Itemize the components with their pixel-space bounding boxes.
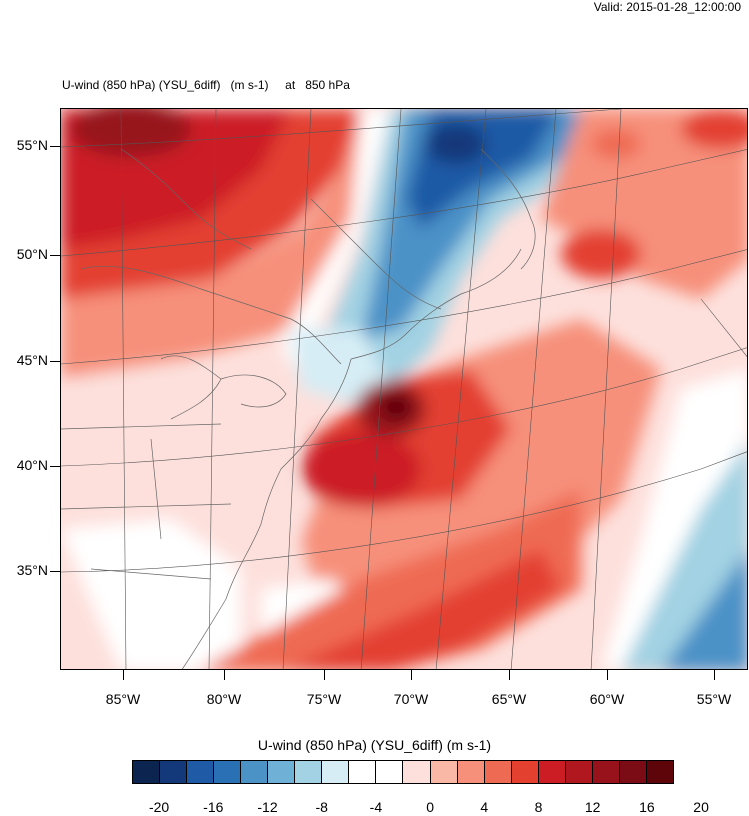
colorbar-swatch bbox=[430, 761, 458, 783]
lon-tick bbox=[324, 670, 325, 680]
colorbar-tick-label: 4 bbox=[480, 799, 489, 815]
field-northeast-cell-3 bbox=[591, 129, 641, 159]
newfoundland-coast bbox=[480, 148, 536, 270]
meridian-75 bbox=[282, 109, 312, 669]
st-lawrence bbox=[310, 198, 442, 310]
east-coast bbox=[181, 358, 352, 669]
meridian-80 bbox=[208, 109, 217, 669]
colorbar-swatch bbox=[322, 761, 350, 783]
colorbar-tick-label: -12 bbox=[257, 799, 278, 815]
field-near-zero-southwest bbox=[61, 519, 241, 669]
lat-tick bbox=[50, 361, 60, 362]
colorbar-swatch bbox=[565, 761, 593, 783]
colorbar-swatch bbox=[349, 761, 377, 783]
colorbar-swatch bbox=[295, 761, 323, 783]
maritimes-coast bbox=[350, 248, 522, 360]
parallel-55 bbox=[61, 109, 622, 148]
lon-label-85: 85°W bbox=[105, 691, 141, 707]
colorbar-swatch bbox=[160, 761, 188, 783]
plot-title: U-wind (850 hPa) (YSU_6diff) (m s-1) at … bbox=[62, 78, 350, 92]
colorbar-swatch bbox=[511, 761, 539, 783]
border-us-canada bbox=[80, 265, 342, 365]
lon-tick bbox=[714, 670, 715, 680]
field-cyclone-max bbox=[380, 394, 412, 420]
lon-tick bbox=[411, 670, 412, 680]
lat-label-40: 40°N bbox=[16, 457, 48, 473]
field-northeast-cell-2 bbox=[681, 109, 747, 149]
map-panel bbox=[60, 108, 748, 670]
field-cyclone-inner bbox=[301, 431, 421, 507]
lat-label-50: 50°N bbox=[16, 246, 48, 262]
valid-time: Valid: 2015-01-28_12:00:00 bbox=[593, 0, 741, 14]
lat-tick bbox=[50, 146, 60, 147]
lat-tick bbox=[50, 571, 60, 572]
meridian-60 bbox=[510, 109, 557, 669]
colorbar-swatch bbox=[592, 761, 620, 783]
lat-tick bbox=[50, 466, 60, 467]
lon-tick bbox=[224, 670, 225, 680]
lon-label-60: 60°W bbox=[589, 691, 625, 707]
colorbar-swatch bbox=[214, 761, 242, 783]
meridian-65 bbox=[435, 109, 487, 669]
field-northeast-westerly bbox=[541, 109, 747, 299]
colorbar-tick-label: 8 bbox=[534, 799, 543, 815]
meridian-70 bbox=[360, 109, 402, 669]
lat-label-45: 45°N bbox=[16, 352, 48, 368]
field-northeast-cell-1 bbox=[561, 229, 641, 279]
meridian-85 bbox=[120, 109, 127, 669]
colorbar-tick-label: -20 bbox=[148, 799, 170, 815]
lat-tick bbox=[50, 255, 60, 256]
colorbar-tick-label: -4 bbox=[369, 799, 383, 815]
field-zero-line-north bbox=[281, 109, 391, 369]
colorbar-swatch bbox=[457, 761, 485, 783]
colorbar-tick-label: 16 bbox=[639, 799, 655, 815]
colorbar-swatch bbox=[619, 761, 647, 783]
colorbar bbox=[132, 760, 674, 784]
colorbar-swatch bbox=[187, 761, 215, 783]
field-easterly-fringe bbox=[291, 329, 391, 409]
colorbar-title: U-wind (850 hPa) (YSU_6diff) (m s-1) bbox=[257, 737, 492, 753]
colorbar-swatch bbox=[646, 761, 673, 783]
lat-label-55: 55°N bbox=[16, 137, 48, 153]
parallel-35 bbox=[61, 451, 747, 573]
field-southern-belt-core bbox=[285, 549, 561, 669]
meridian-50 bbox=[700, 298, 747, 357]
colorbar-swatch bbox=[268, 761, 296, 783]
wind-field-map bbox=[61, 109, 747, 669]
lon-label-65: 65°W bbox=[491, 691, 527, 707]
colorbar-swatch bbox=[484, 761, 512, 783]
lon-tick bbox=[123, 670, 124, 680]
colorbar-tick-label: 0 bbox=[426, 799, 434, 815]
lon-label-70: 70°W bbox=[393, 691, 429, 707]
colorbar-tick-label: -16 bbox=[203, 799, 224, 815]
field-easterly-core bbox=[426, 124, 486, 164]
colorbar-tick-label: -8 bbox=[315, 799, 328, 815]
lon-label-80: 80°W bbox=[206, 691, 242, 707]
lake-erie-ontario bbox=[220, 374, 287, 408]
lat-label-35: 35°N bbox=[16, 562, 48, 578]
parallel-40 bbox=[61, 347, 747, 467]
parallel-50 bbox=[61, 149, 747, 257]
lon-tick bbox=[607, 670, 608, 680]
colorbar-swatch bbox=[133, 761, 161, 783]
colorbar-tick-label: 20 bbox=[693, 799, 709, 815]
lon-tick bbox=[509, 670, 510, 680]
colorbar-swatch bbox=[241, 761, 269, 783]
colorbar-tick-label: 12 bbox=[584, 799, 601, 815]
hudson-bay-region bbox=[120, 148, 252, 250]
graticule bbox=[61, 109, 747, 669]
lon-label-55: 55°W bbox=[696, 691, 732, 707]
coastlines bbox=[61, 148, 536, 669]
state-borders bbox=[61, 423, 232, 580]
colorbar-swatch bbox=[538, 761, 566, 783]
lon-label-75: 75°W bbox=[306, 691, 342, 707]
colorbar-swatch bbox=[376, 761, 404, 783]
colorbar-swatch bbox=[403, 761, 431, 783]
meridian-55 bbox=[590, 109, 622, 669]
